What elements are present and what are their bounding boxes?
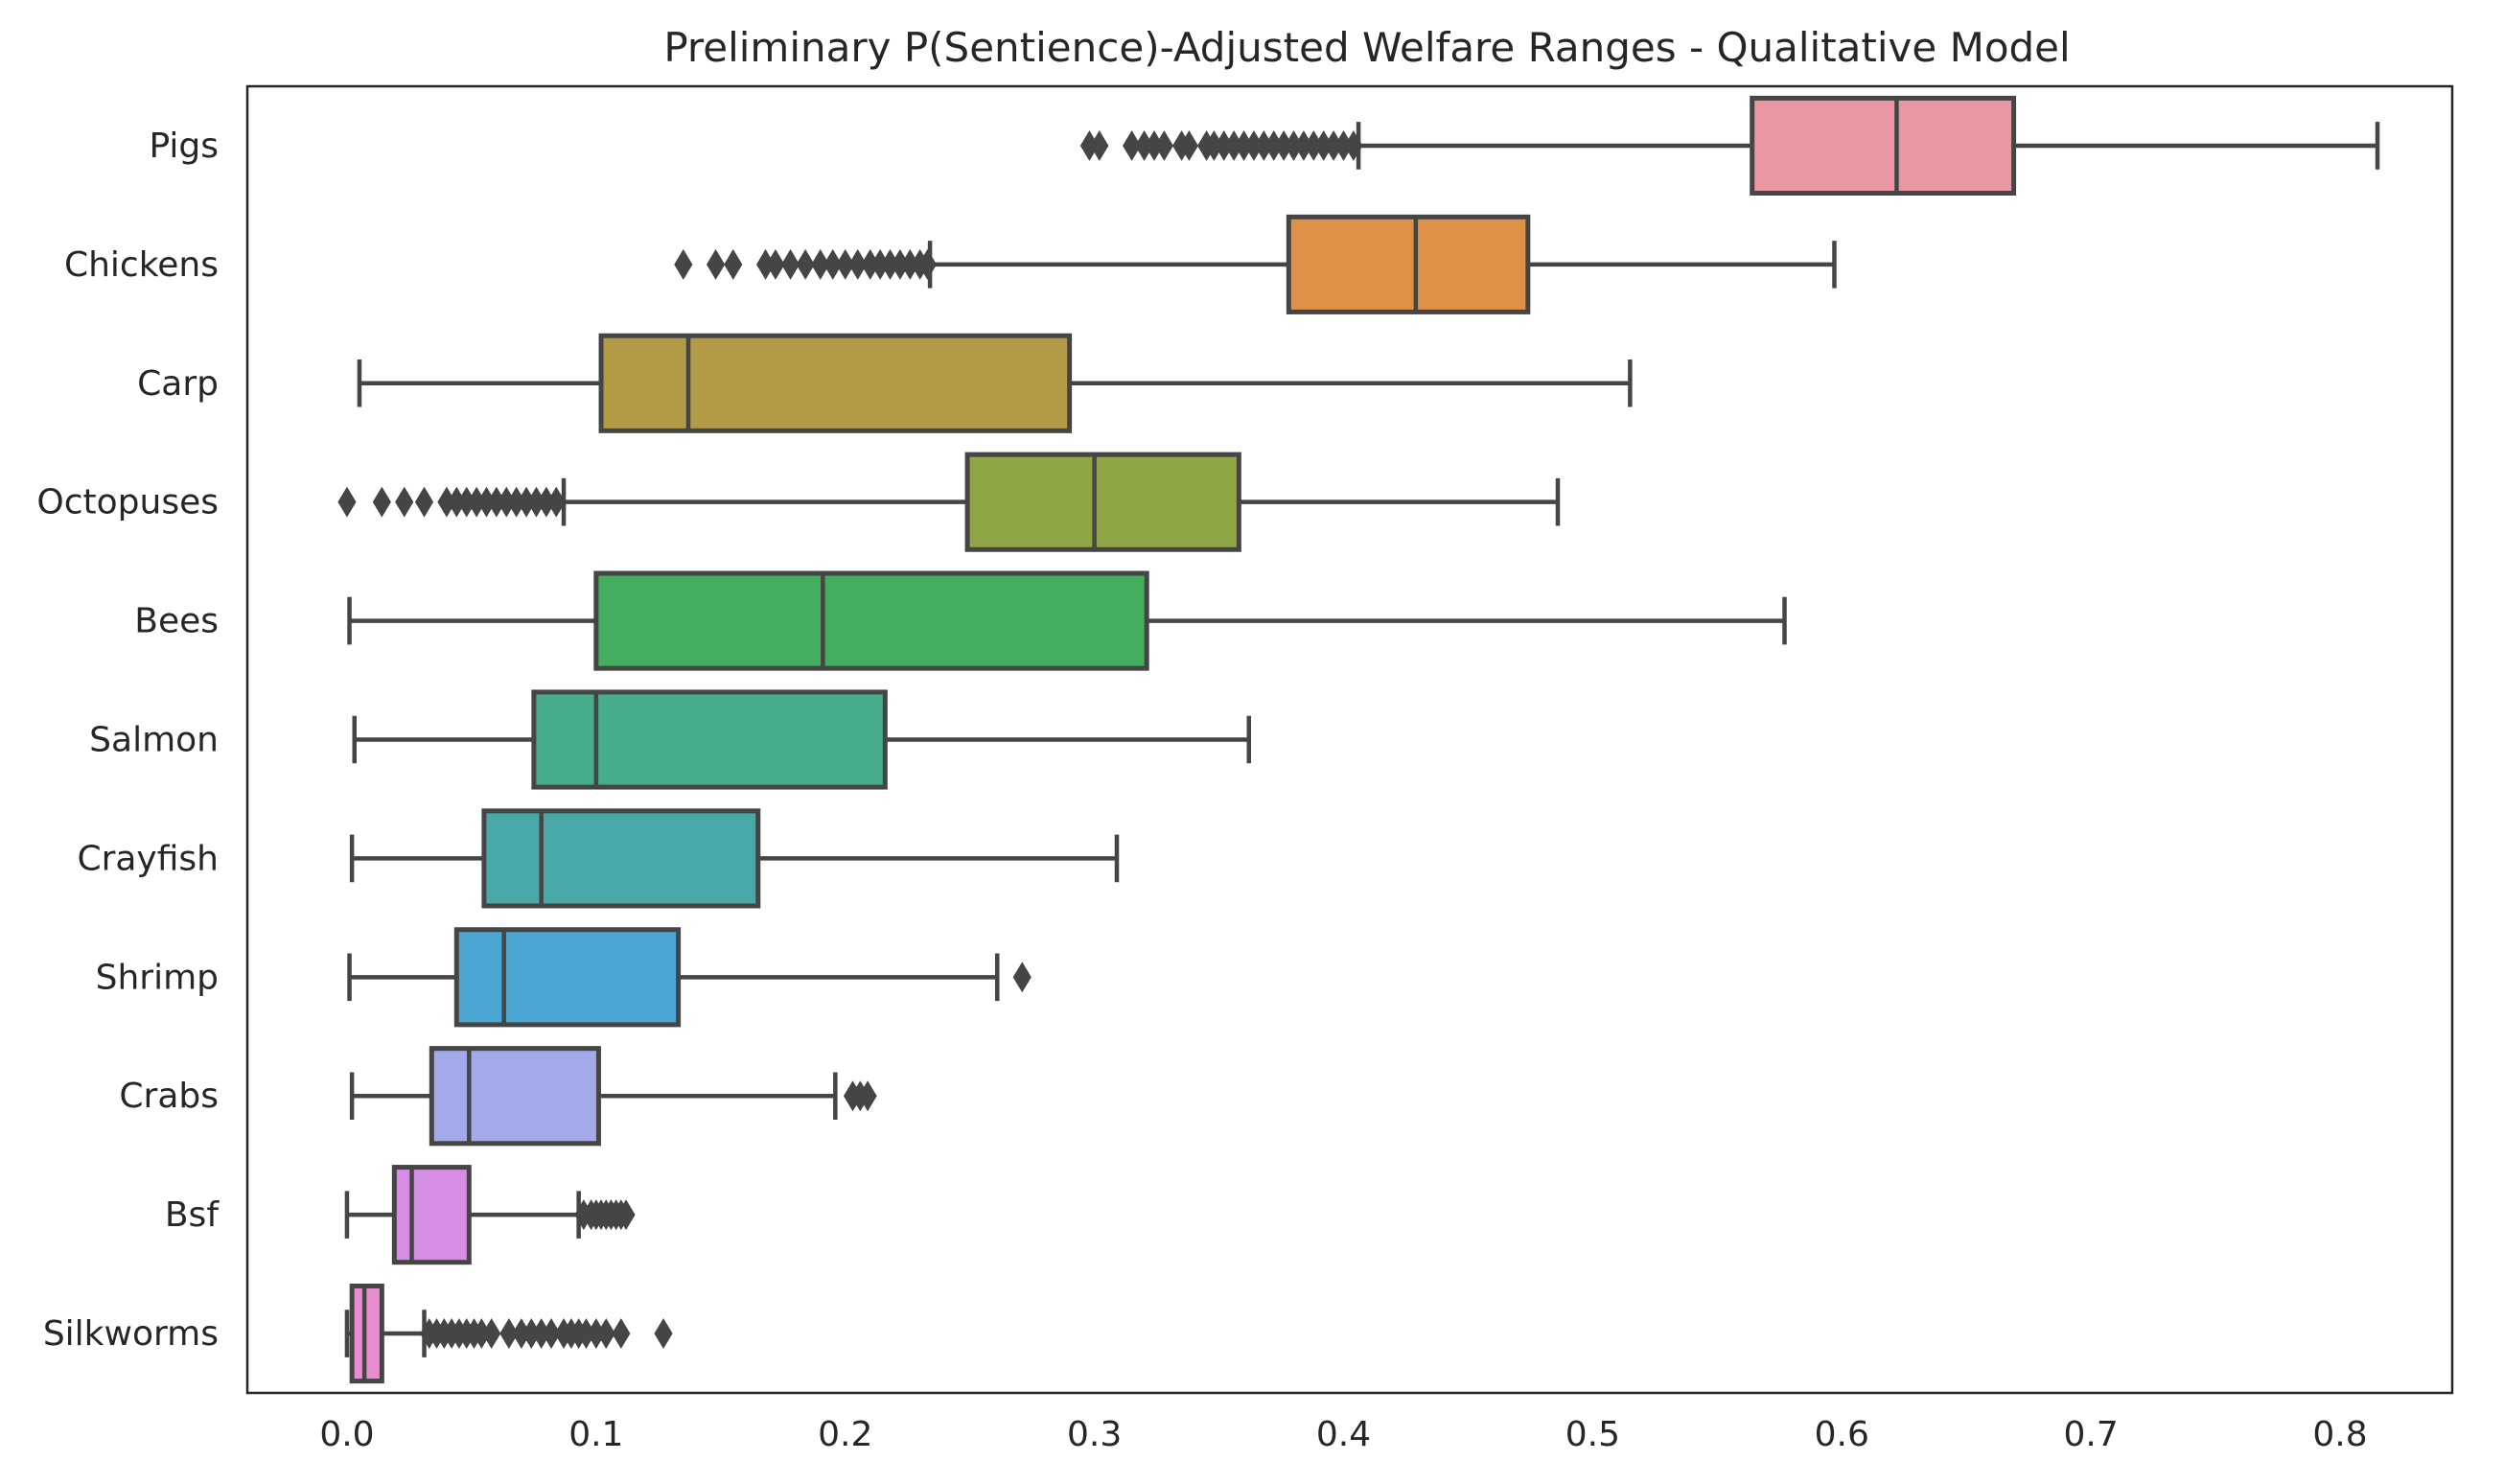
outlier-chickens — [707, 248, 726, 280]
outlier-chickens — [811, 248, 830, 280]
xtick-label: 0.8 — [2312, 1415, 2367, 1454]
ytick-label-crayfish: Crayfish — [77, 839, 219, 878]
iqr-box-carp — [598, 333, 1073, 433]
outlier-chickens — [836, 248, 855, 280]
iqr-box-crayfish — [481, 808, 761, 909]
ytick-label-salmon: Salmon — [89, 721, 219, 760]
outlier-chickens — [724, 248, 743, 280]
outlier-crabs — [858, 1080, 877, 1112]
iqr-box-crabs — [429, 1046, 601, 1147]
outlier-chickens — [780, 248, 800, 280]
outlier-silkworms — [482, 1318, 501, 1350]
outlier-pigs — [1344, 129, 1363, 161]
iqr-box-octopuses — [964, 452, 1241, 552]
ytick-label-bsf: Bsf — [165, 1195, 220, 1235]
iqr-box-salmon — [531, 689, 888, 790]
outlier-silkworms — [654, 1318, 673, 1350]
outlier-silkworms — [596, 1318, 615, 1350]
box-bees — [347, 570, 1787, 671]
iqr-box-silkworms — [349, 1283, 384, 1384]
y-axis-labels: Pigs Chickens Carp Octopuses Bees Salmon Crayf… — [36, 127, 220, 1354]
xtick-label: 0.7 — [2064, 1415, 2119, 1454]
outlier-silkworms — [499, 1318, 519, 1350]
ytick-label-silkworms: Silkworms — [43, 1314, 219, 1354]
xtick-label: 0.1 — [568, 1415, 623, 1454]
ytick-label-crabs: Crabs — [119, 1077, 219, 1116]
box-pigs — [1079, 95, 2380, 197]
ytick-label-bees: Bees — [134, 602, 219, 641]
outlier-chickens — [848, 248, 868, 280]
x-axis-labels: 0.0 0.1 0.2 0.3 0.4 0.5 0.6 0.7 0.8 — [319, 1415, 2367, 1454]
box-silkworms — [344, 1283, 673, 1384]
outlier-chickens — [766, 248, 785, 280]
ytick-label-octopuses: Octopuses — [36, 483, 219, 522]
xtick-label: 0.3 — [1067, 1415, 1122, 1454]
outlier-silkworms — [542, 1318, 561, 1350]
ytick-label-shrimp: Shrimp — [96, 958, 219, 997]
iqr-box-bsf — [391, 1165, 472, 1265]
ytick-label-carp: Carp — [137, 364, 219, 404]
plot-frame — [245, 84, 2454, 1395]
outlier-silkworms — [612, 1318, 631, 1350]
outlier-chickens — [823, 248, 843, 280]
xtick-label: 0.5 — [1565, 1415, 1620, 1454]
xtick-label: 0.0 — [319, 1415, 374, 1454]
xtick-label: 0.4 — [1316, 1415, 1371, 1454]
box-chickens — [674, 214, 1837, 314]
box-crayfish — [349, 808, 1120, 909]
box-salmon — [352, 689, 1251, 790]
plot-area — [337, 95, 2380, 1384]
box-octopuses — [337, 452, 1561, 552]
outlier-octopuses — [395, 486, 414, 518]
box-carp — [357, 333, 1633, 433]
outlier-chickens — [674, 248, 693, 280]
outlier-octopuses — [372, 486, 391, 518]
xtick-label: 0.2 — [818, 1415, 872, 1454]
iqr-box-pigs — [1750, 95, 2017, 197]
outlier-pigs — [1090, 129, 1109, 161]
xtick-label: 0.6 — [1815, 1415, 1869, 1454]
outlier-chickens — [796, 248, 815, 280]
ytick-label-chickens: Chickens — [64, 245, 219, 285]
outlier-octopuses — [337, 486, 357, 518]
outlier-pigs — [1123, 129, 1142, 161]
outlier-pigs — [1154, 129, 1173, 161]
iqr-box-bees — [593, 570, 1149, 671]
box-crabs — [349, 1046, 877, 1147]
iqr-box-chickens — [1286, 214, 1531, 314]
box-shrimp — [347, 927, 1032, 1028]
outlier-bsf — [616, 1199, 636, 1231]
outlier-chickens — [917, 248, 938, 280]
ytick-label-pigs: Pigs — [149, 127, 219, 166]
chart-title: Preliminary P(Sentience)-Adjusted Welfar… — [663, 24, 2070, 71]
outlier-octopuses — [546, 486, 566, 518]
iqr-box-shrimp — [453, 927, 682, 1028]
outlier-pigs — [1179, 129, 1198, 161]
outlier-shrimp — [1012, 962, 1032, 993]
outlier-octopuses — [414, 486, 434, 518]
box-bsf — [344, 1165, 636, 1265]
